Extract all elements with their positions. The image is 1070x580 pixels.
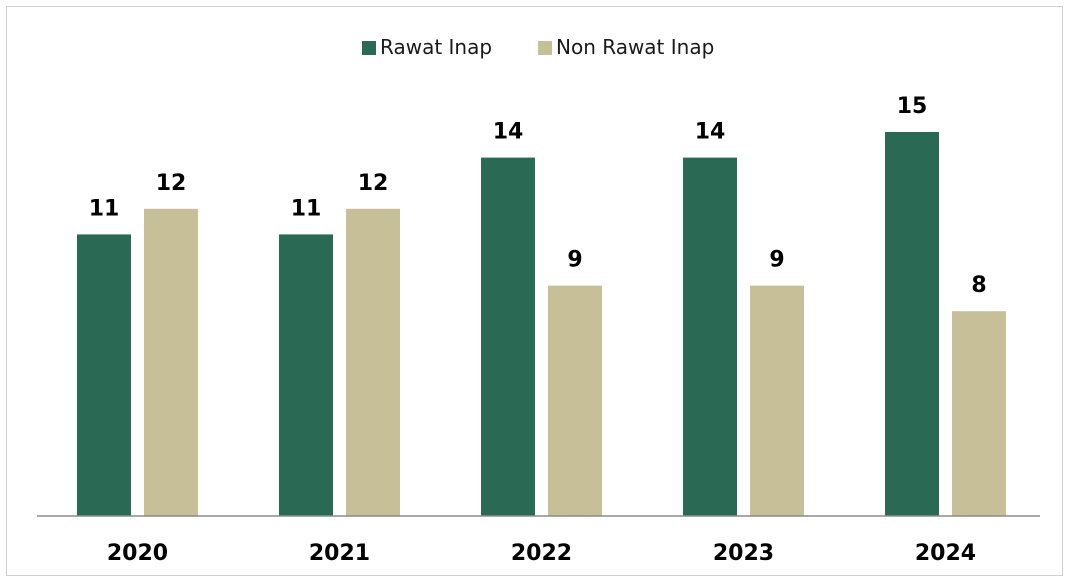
- legend: Rawat Inap Non Rawat Inap: [362, 35, 714, 59]
- bar-non-rawat-inap-2022: [548, 285, 602, 516]
- x-tick-label-2020: 2020: [107, 541, 168, 566]
- bars: [77, 132, 1006, 517]
- x-tick-label-2022: 2022: [511, 541, 572, 566]
- data-label-rawat-inap-2024: 15: [897, 94, 928, 119]
- data-label-rawat-inap-2020: 11: [89, 196, 120, 221]
- bar-non-rawat-inap-2024: [952, 311, 1006, 516]
- bar-non-rawat-inap-2021: [346, 208, 400, 517]
- data-label-rawat-inap-2022: 14: [493, 120, 524, 145]
- bar-rawat-inap-2021: [279, 234, 333, 516]
- data-label-non-rawat-inap-2023: 9: [769, 248, 784, 273]
- bar-non-rawat-inap-2023: [750, 285, 804, 516]
- bar-rawat-inap-2023: [683, 157, 737, 516]
- legend-swatch-non-rawat-inap: [538, 41, 552, 55]
- bar-rawat-inap-2024: [885, 132, 939, 516]
- x-tick-label-2021: 2021: [309, 541, 370, 566]
- data-label-non-rawat-inap-2022: 9: [567, 248, 582, 273]
- legend-swatch-rawat-inap: [362, 41, 376, 55]
- bar-non-rawat-inap-2020: [144, 208, 198, 517]
- data-label-rawat-inap-2023: 14: [695, 120, 726, 145]
- x-tick-label-2024: 2024: [915, 541, 976, 566]
- bar-rawat-inap-2022: [481, 157, 535, 516]
- data-labels: 11 12 11 12 14 9 14 9 15 8: [89, 94, 987, 298]
- legend-label-rawat-inap: Rawat Inap: [380, 35, 492, 59]
- x-axis-ticks: 2020 2021 2022 2023 2024: [107, 541, 976, 566]
- legend-label-non-rawat-inap: Non Rawat Inap: [556, 35, 714, 59]
- data-label-non-rawat-inap-2021: 12: [358, 171, 389, 196]
- data-label-non-rawat-inap-2024: 8: [971, 273, 986, 298]
- x-tick-label-2023: 2023: [713, 541, 774, 566]
- data-label-rawat-inap-2021: 11: [291, 196, 322, 221]
- data-label-non-rawat-inap-2020: 12: [156, 171, 187, 196]
- bar-rawat-inap-2020: [77, 234, 131, 516]
